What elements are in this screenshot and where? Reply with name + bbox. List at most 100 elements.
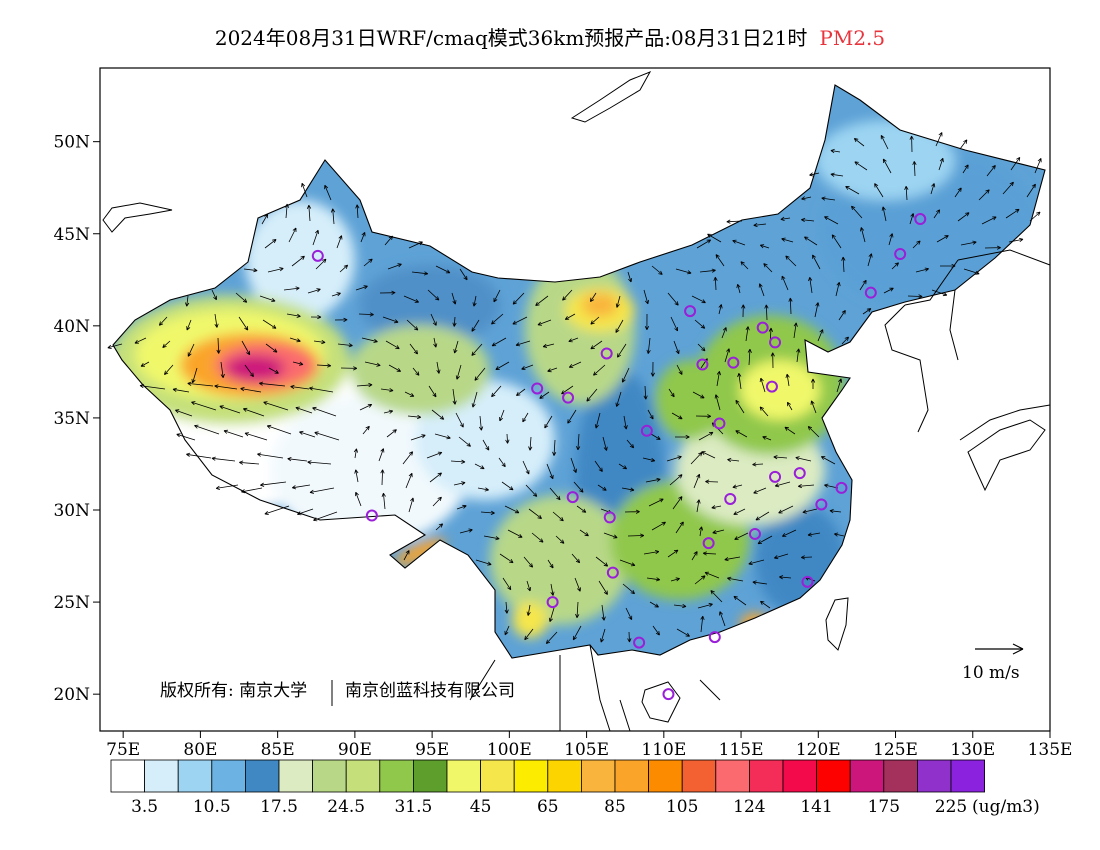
wind-arrow xyxy=(550,583,555,596)
legend-label: 17.5 xyxy=(260,797,298,817)
wind-arrow xyxy=(455,412,464,428)
wind-arrow xyxy=(667,292,679,306)
wind-arrow xyxy=(671,412,683,420)
legend-swatch xyxy=(144,759,179,793)
wind-arrow xyxy=(697,602,713,609)
lon-tick-label: 75E xyxy=(106,740,140,760)
wind-arrow xyxy=(909,213,915,225)
site-marker xyxy=(713,417,726,430)
wind-arrow xyxy=(645,477,661,483)
wind-arrow xyxy=(593,364,606,376)
wind-arrow xyxy=(187,343,195,357)
site-marker xyxy=(914,213,927,226)
wind-vector-layer xyxy=(107,132,1042,644)
wind-arrow xyxy=(808,276,813,294)
wind-arrow xyxy=(984,245,1001,250)
wind-arrow xyxy=(963,268,980,275)
wind-arrow xyxy=(882,158,892,174)
wind-arrow xyxy=(676,628,690,637)
wind-arrow xyxy=(459,268,468,281)
wind-arrow xyxy=(881,206,887,222)
wind-arrow xyxy=(642,457,656,462)
wind-arrow xyxy=(542,343,555,348)
wind-arrow xyxy=(430,313,437,326)
wind-arrow xyxy=(867,253,873,267)
wind-arrow xyxy=(590,316,600,325)
wind-arrow xyxy=(355,285,368,291)
wind-arrow xyxy=(752,580,768,585)
wind-arrow xyxy=(736,283,741,294)
wind-arrow xyxy=(498,457,506,468)
wind-arrow xyxy=(741,304,746,318)
wind-arrow xyxy=(512,292,525,305)
legend-unit: (ug/m3) xyxy=(972,797,1040,817)
site-marker xyxy=(662,688,675,701)
longitude-axis: 75E 80E 85E 90E 95E 100E 105E 110E 115E 120E 125E 1… xyxy=(106,731,1072,760)
wind-arrow xyxy=(704,571,720,579)
wind-arrow xyxy=(194,424,220,435)
wind-arrow xyxy=(781,275,789,291)
wind-arrow xyxy=(426,451,443,459)
site-marker xyxy=(793,467,806,480)
wind-arrow xyxy=(733,595,747,606)
wind-arrow xyxy=(522,412,529,423)
lat-tick-label: 20N xyxy=(53,685,90,705)
wind-arrow xyxy=(576,505,587,513)
wind-arrow xyxy=(453,340,459,354)
wind-arrow xyxy=(759,377,766,393)
wind-arrow xyxy=(474,367,486,381)
wind-arrow xyxy=(672,496,683,510)
wind-arrow xyxy=(336,235,343,249)
wind-arrow xyxy=(627,631,632,643)
wind-arrow xyxy=(480,510,495,515)
wind-arrow xyxy=(670,316,678,332)
wind-arrow xyxy=(334,317,348,322)
wind-arrow xyxy=(757,535,773,545)
wind-arrow xyxy=(307,460,332,465)
wind-arrow xyxy=(482,439,490,451)
wind-arrow xyxy=(301,182,308,198)
wind-arrow xyxy=(807,426,820,438)
wind-arrow xyxy=(292,361,304,366)
wind-arrow xyxy=(834,532,845,537)
wind-arrow xyxy=(694,319,706,329)
site-marker xyxy=(769,470,782,483)
wind-arrow xyxy=(759,244,770,249)
wind-arrow xyxy=(851,205,863,219)
site-marker xyxy=(727,356,740,369)
wind-arrow xyxy=(753,222,767,228)
wind-arrow xyxy=(670,577,680,582)
wind-arrow xyxy=(740,261,749,270)
wind-arrow xyxy=(264,239,277,249)
wind-arrow xyxy=(455,364,462,380)
wind-arrow xyxy=(472,295,477,307)
wind-arrow xyxy=(788,297,793,315)
wind-arrow xyxy=(436,361,441,374)
wind-arrow xyxy=(615,391,622,407)
lon-tick-label: 95E xyxy=(415,740,449,760)
wind-arrow xyxy=(295,406,313,414)
wind-arrow xyxy=(760,600,771,609)
china-border xyxy=(112,84,1046,659)
wind-arrow xyxy=(526,604,531,616)
wind-arrow xyxy=(408,241,423,249)
wind-arrow xyxy=(353,448,358,459)
wind-arrow xyxy=(139,383,166,390)
wind-arrow xyxy=(244,432,268,441)
wind-arrow xyxy=(552,439,557,456)
wind-arrow xyxy=(313,339,326,345)
lon-tick-label: 115E xyxy=(719,740,764,760)
wind-arrow xyxy=(830,172,844,177)
wind-arrow xyxy=(429,472,442,483)
wind-arrow xyxy=(793,322,798,339)
wind-arrow xyxy=(954,187,962,198)
wind-arrow xyxy=(267,267,284,273)
wind-arrow xyxy=(478,415,484,431)
wind-arrow xyxy=(820,456,836,465)
wind-arrow xyxy=(817,329,824,342)
wind-arrow xyxy=(594,460,603,472)
wind-arrow xyxy=(355,491,362,507)
wind-arrow xyxy=(360,232,366,243)
wind-arrow xyxy=(291,484,311,490)
wind-arrow xyxy=(549,487,561,501)
